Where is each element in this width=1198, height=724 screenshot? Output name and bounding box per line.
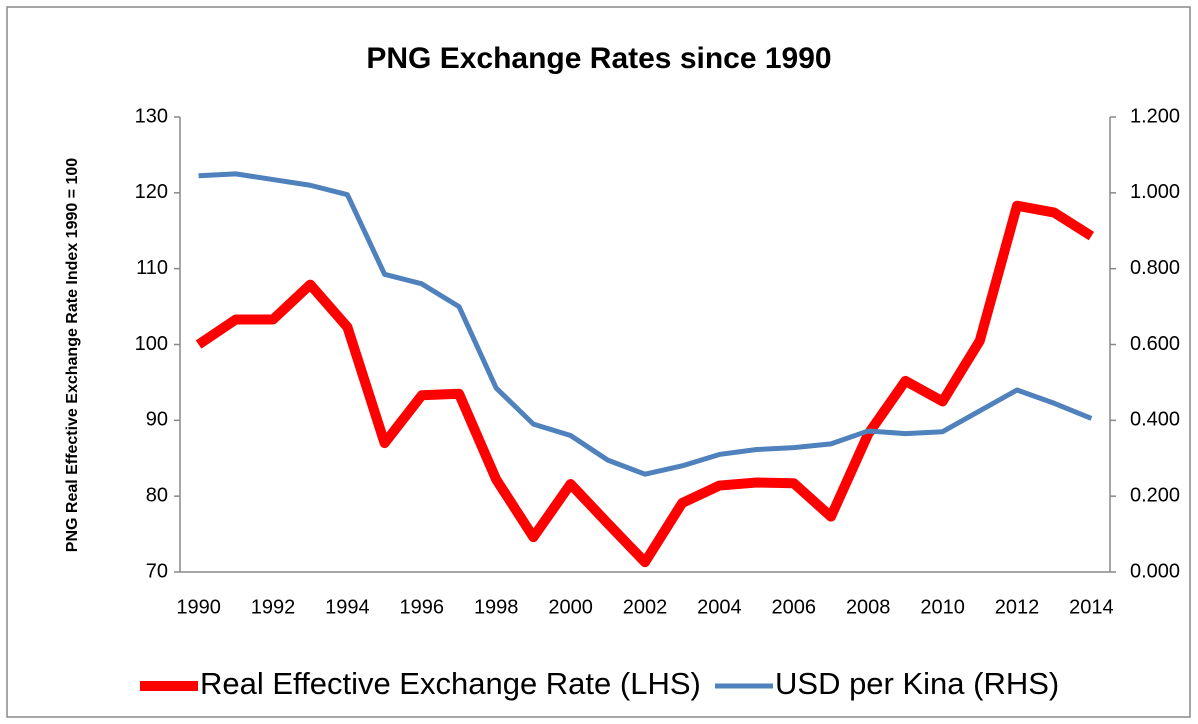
legend-label: Real Effective Exchange Rate (LHS) bbox=[200, 666, 701, 701]
y-tick-label: 90 bbox=[146, 409, 168, 431]
legend-label: USD per Kina (RHS) bbox=[775, 666, 1059, 701]
y2-tick-label: 0.200 bbox=[1130, 484, 1180, 506]
y2-tick-label: 0.600 bbox=[1130, 333, 1180, 355]
y2-tick-label: 1.200 bbox=[1130, 105, 1180, 127]
x-tick-label: 2012 bbox=[995, 596, 1040, 618]
x-tick-label: 2000 bbox=[548, 596, 593, 618]
x-tick-label: 2008 bbox=[846, 596, 891, 618]
x-tick-label: 2002 bbox=[623, 596, 668, 618]
y-tick-label: 100 bbox=[135, 333, 168, 355]
series-line bbox=[195, 200, 1095, 568]
y2-tick-label: 0.400 bbox=[1130, 409, 1180, 431]
chart-title: PNG Exchange Rates since 1990 bbox=[366, 42, 831, 75]
y-tick-label: 120 bbox=[135, 181, 168, 203]
x-tick-label: 1996 bbox=[400, 596, 445, 618]
series-line bbox=[198, 171, 1093, 477]
y-axis-label: PNG Real Effective Exchange Rate Index 1… bbox=[64, 157, 81, 553]
y2-tick-label: 1.000 bbox=[1130, 181, 1180, 203]
x-tick-label: 2006 bbox=[772, 596, 817, 618]
x-tick-label: 1994 bbox=[325, 596, 370, 618]
y-tick-label: 110 bbox=[136, 257, 168, 279]
y-tick-label: 80 bbox=[146, 484, 168, 506]
chart-border bbox=[6, 6, 1191, 718]
y-tick-label: 130 bbox=[135, 105, 168, 127]
x-tick-label: 1998 bbox=[474, 596, 519, 618]
x-tick-label: 1992 bbox=[251, 596, 296, 618]
y2-tick-label: 0.800 bbox=[1130, 257, 1180, 279]
y-tick-label: 70 bbox=[146, 560, 168, 582]
x-tick-label: 2004 bbox=[697, 596, 742, 618]
y2-tick-label: 0.000 bbox=[1130, 560, 1180, 582]
x-tick-label: 1990 bbox=[176, 596, 221, 618]
x-tick-label: 2010 bbox=[920, 596, 965, 618]
x-tick-label: 2014 bbox=[1069, 596, 1114, 618]
